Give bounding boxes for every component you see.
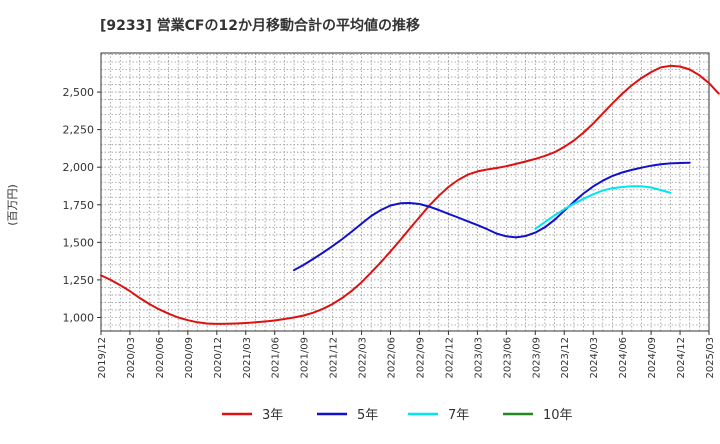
- x-tick-label: 2021/03: [242, 337, 253, 379]
- plot-frame: [100, 52, 710, 332]
- x-tick-label: 2024/06: [618, 337, 629, 379]
- x-tick-label: 2024/09: [647, 337, 658, 379]
- y-tick-label: 1,500: [63, 236, 95, 249]
- y-tick-label: 2,250: [63, 124, 95, 137]
- x-tick-label: 2021/12: [329, 337, 340, 379]
- x-tick-label: 2021/09: [300, 337, 311, 379]
- x-tick-label: 2022/06: [387, 337, 398, 379]
- x-tick-label: 2020/12: [213, 337, 224, 379]
- legend: 3年 5年 7年 10年: [222, 408, 573, 423]
- x-tick-label: 2023/03: [473, 337, 484, 379]
- plot-background: [101, 53, 709, 331]
- legend-label: 7年: [448, 408, 469, 423]
- x-tick-label: 2023/12: [560, 337, 571, 379]
- y-tick-label: 1,250: [63, 274, 95, 287]
- x-tick-label: 2023/06: [502, 337, 513, 379]
- x-tick-label: 2022/03: [358, 337, 369, 379]
- series-line-3年: [100, 64, 720, 325]
- x-tick-label: 2022/12: [444, 337, 455, 379]
- y-tick-label: 2,000: [63, 161, 95, 174]
- y-tick-label: 1,000: [63, 311, 95, 324]
- x-tick-label: 2020/06: [155, 337, 166, 379]
- series-line-5年: [293, 161, 691, 272]
- x-tick-label: 2024/03: [589, 337, 600, 379]
- x-tick-label: 2025/03: [705, 337, 716, 379]
- x-tick-label: 2020/09: [184, 337, 195, 379]
- y-axis-label: (百万円): [6, 184, 19, 226]
- legend-label: 3年: [262, 408, 283, 423]
- x-tick-label: 2020/03: [126, 337, 137, 379]
- y-tick-label: 1,750: [63, 199, 95, 212]
- series-line-7年: [534, 185, 672, 230]
- chart-title: [9233] 営業CFの12か月移動合計の平均値の推移: [100, 17, 420, 34]
- legend-label: 5年: [357, 408, 378, 423]
- x-tick-label: 2022/09: [415, 337, 426, 379]
- y-tick-label: 2,500: [63, 86, 95, 99]
- x-tick-label: 2021/06: [271, 337, 282, 379]
- plot-area: 1,000 1,250 1,500 1,750 2,000 2,250 2,500 2019/…: [63, 52, 720, 379]
- x-tick-label: 2024/12: [676, 337, 687, 379]
- legend-label: 10年: [543, 408, 573, 423]
- x-tick-label: 2019/12: [97, 337, 108, 379]
- x-tick-label: 2023/09: [531, 337, 542, 379]
